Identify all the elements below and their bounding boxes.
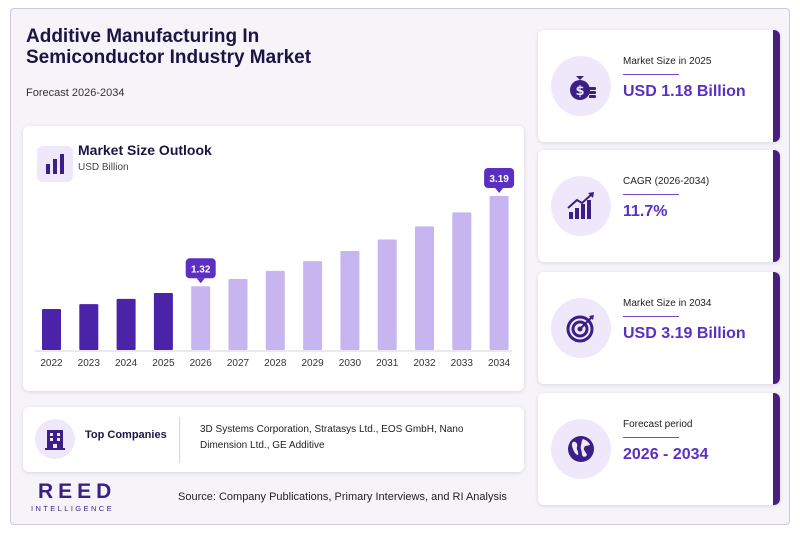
chart-unit: USD Billion xyxy=(78,162,129,173)
x-tick-label-2028: 2028 xyxy=(264,358,287,369)
divider xyxy=(179,417,180,463)
stat-rule xyxy=(623,74,679,75)
stat-value: 11.7% xyxy=(623,203,668,220)
x-tick-label-2022: 2022 xyxy=(40,358,63,369)
data-label-callout-2026: 1.32 xyxy=(185,258,216,284)
card-accent-bar xyxy=(773,30,780,142)
x-tick-label-2029: 2029 xyxy=(301,358,324,369)
bar-2022 xyxy=(42,308,61,350)
bar-chart: 2022 2023 2024 2025 2026 1.32 2027 2028 2029 2030… xyxy=(35,168,515,369)
page-subtitle: Forecast 2026-2034 xyxy=(26,87,125,99)
x-tick-label-2027: 2027 xyxy=(227,358,250,369)
callout-box xyxy=(484,168,515,188)
stat-label: Market Size in 2025 xyxy=(623,56,712,67)
x-tick-label-2030: 2030 xyxy=(339,358,362,369)
bar-2028 xyxy=(265,270,285,350)
x-tick-label-2032: 2032 xyxy=(413,358,436,369)
x-tick-label-2031: 2031 xyxy=(376,358,399,369)
bar-2034 xyxy=(489,196,509,350)
x-tick-label-2026: 2026 xyxy=(190,358,213,369)
market-size-chart-card: Market Size Outlook USD Billion 2022 2023… xyxy=(23,126,524,391)
logo-tagline: INTELLIGENCE xyxy=(31,504,114,513)
x-tick-label-2023: 2023 xyxy=(78,358,101,369)
top-companies-label: Top Companies xyxy=(85,429,167,441)
stat-label: Market Size in 2034 xyxy=(623,298,712,309)
stat-rule xyxy=(623,194,679,195)
money-bag-icon: $ xyxy=(551,56,611,116)
bar-2029 xyxy=(303,261,323,350)
title-line-1: Additive Manufacturing In xyxy=(26,26,260,47)
title-line-2: Semiconductor Industry Market xyxy=(26,47,312,68)
bar-2026 xyxy=(191,286,211,350)
stat-value: 2026 - 2034 xyxy=(623,446,709,463)
bar-2027 xyxy=(228,279,248,350)
card-accent-bar xyxy=(773,150,780,262)
stat-card-cagr: CAGR (2026-2034) 11.7% xyxy=(538,150,780,262)
bar-2032 xyxy=(415,226,434,350)
data-label-callout-2034: 3.19 xyxy=(484,168,515,193)
chart-title: Market Size Outlook xyxy=(78,142,212,158)
top-companies-list: 3D Systems Corporation, Stratasys Ltd., … xyxy=(200,424,464,451)
stat-rule xyxy=(623,437,679,438)
callout-pointer xyxy=(196,278,205,284)
x-tick-label-2025: 2025 xyxy=(152,358,175,369)
bar-2030 xyxy=(340,251,360,350)
stat-value: USD 1.18 Billion xyxy=(623,83,746,100)
callout-box xyxy=(185,258,216,279)
stat-card-forecast-period: Forecast period 2026 - 2034 xyxy=(538,393,780,505)
card-accent-bar xyxy=(773,393,780,505)
data-label-2026: 1.32 xyxy=(191,264,211,275)
bar-2031 xyxy=(377,239,397,350)
stat-value: USD 3.19 Billion xyxy=(623,325,746,342)
callout-pointer xyxy=(495,188,504,193)
data-label-2034: 3.19 xyxy=(489,174,509,185)
building-icon xyxy=(35,419,75,459)
top-companies-card: Top Companies 3D Systems Corporation, St… xyxy=(23,407,524,472)
x-tick-label-2033: 2033 xyxy=(451,358,474,369)
stat-label: CAGR (2026-2034) xyxy=(623,176,710,187)
bar-2025 xyxy=(153,293,173,350)
stat-card-market-size-2025: $ Market Size in 2025 USD 1.18 Billion xyxy=(538,30,780,142)
card-accent-bar xyxy=(773,272,780,384)
x-tick-label-2034: 2034 xyxy=(488,358,511,369)
x-tick-label-2024: 2024 xyxy=(115,358,138,369)
svg-text:$: $ xyxy=(575,84,584,99)
bar-chart-icon xyxy=(37,146,73,182)
bar-2024 xyxy=(116,298,136,350)
target-icon xyxy=(551,298,611,358)
logo-wordmark: REED xyxy=(38,480,117,503)
stat-card-market-size-2034: Market Size in 2034 USD 3.19 Billion xyxy=(538,272,780,384)
stat-label: Forecast period xyxy=(623,419,693,430)
source-note: Source: Company Publications, Primary In… xyxy=(178,491,507,503)
bar-2033 xyxy=(452,212,472,350)
page-title: Additive Manufacturing In Semiconductor … xyxy=(26,26,526,68)
stat-rule xyxy=(623,316,679,317)
globe-icon xyxy=(551,419,611,479)
bar-2023 xyxy=(79,304,99,350)
growth-chart-icon xyxy=(551,176,611,236)
